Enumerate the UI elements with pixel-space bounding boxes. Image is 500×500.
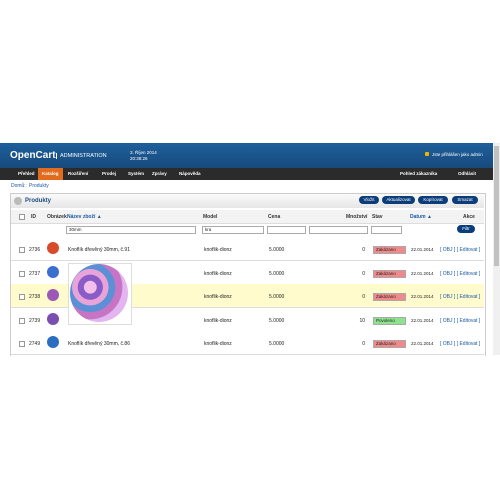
box-icon	[14, 197, 22, 205]
preview-image	[70, 264, 128, 322]
box-title: Produkty	[25, 198, 52, 204]
menu-item[interactable]: Odhlásit	[458, 171, 477, 176]
breadcrumb-sep: ::	[24, 183, 27, 189]
column-header: Obrázek	[47, 214, 67, 220]
checkbox[interactable]	[19, 247, 25, 253]
row-actions[interactable]: [ OBJ ] [ Editovat ]	[440, 341, 481, 347]
product-qty: 10	[359, 317, 365, 324]
menu-item[interactable]: Katalog	[38, 168, 63, 180]
product-price: 5.0000	[269, 294, 285, 300]
date: 3. Říjen 2014	[130, 150, 157, 155]
product-id: 2739	[29, 317, 41, 324]
checkbox[interactable]	[19, 294, 25, 300]
product-qty: 0	[362, 294, 365, 300]
menu-item[interactable]: Rozšíření	[68, 171, 89, 176]
menu-item[interactable]: Prodej	[102, 171, 117, 176]
product-price: 5.0000	[269, 270, 285, 277]
status-badge: Zakázano	[373, 340, 406, 348]
filter-button[interactable]: Filtr	[457, 225, 475, 233]
product-price: 5.0000	[269, 341, 285, 347]
breadcrumb-link[interactable]: Domů	[11, 183, 25, 189]
product-date: 22.01.2014	[411, 247, 434, 252]
product-qty: 0	[362, 247, 365, 253]
row-actions[interactable]: [ OBJ ] [ Editovat ]	[440, 247, 481, 253]
product-date: 22.01.2014	[411, 317, 434, 323]
header	[0, 143, 493, 168]
product-qty: 0	[362, 341, 365, 347]
product-model: knoflik-dionz	[204, 294, 232, 300]
product-date: 22.01.2014	[411, 270, 434, 276]
admin-label: ADMINISTRATION	[56, 153, 107, 159]
lock-icon	[425, 152, 429, 156]
row-actions[interactable]: [ OBJ ] [ Editovat ]	[440, 294, 481, 300]
filter-input[interactable]	[267, 226, 306, 234]
product-name: Knoflík dřevěný 30mm, č.86	[68, 341, 130, 347]
thumbnail	[47, 289, 59, 301]
status-badge: Zakázano	[373, 293, 406, 301]
product-date: 22.01.2014	[411, 341, 434, 346]
product-id: 2738	[29, 294, 41, 300]
column-header: Stav	[372, 214, 383, 220]
button[interactable]: Vložit	[359, 196, 379, 204]
product-id: 2736	[29, 247, 41, 253]
thumbnail	[47, 336, 59, 348]
filter-input[interactable]: 30mm	[66, 226, 196, 234]
product-price: 5.0000	[269, 247, 285, 253]
column-header: Cena	[268, 214, 281, 220]
product-qty: 0	[362, 270, 365, 277]
login-status: Jste přihlášen jako admin	[432, 152, 483, 157]
menu-item[interactable]: Zprávy	[152, 171, 167, 176]
checkbox[interactable]	[19, 270, 25, 277]
menu-item[interactable]: Přehled	[18, 171, 35, 176]
product-model: knoflik-dionz	[204, 270, 232, 277]
product-model: knoflik-dionz	[204, 247, 232, 253]
filter-select[interactable]	[371, 226, 402, 234]
row-actions[interactable]: [ OBJ ] [ Editovat ]	[440, 270, 481, 277]
breadcrumb-link[interactable]: Produkty	[29, 183, 49, 189]
product-name: Knoflík dřevěný 30mm, č.91	[68, 247, 130, 253]
filter-input[interactable]	[309, 226, 368, 234]
logo: OpenCart	[10, 150, 56, 161]
status-badge: Zakázano	[373, 269, 406, 278]
product-model: knoflik-dionz	[204, 341, 232, 347]
table-header-bg	[11, 210, 484, 224]
checkbox[interactable]	[19, 317, 25, 324]
menu-item[interactable]: Systém	[128, 171, 145, 176]
thumbnail	[47, 242, 59, 254]
button[interactable]: Smazat	[452, 196, 478, 204]
column-header: ID	[31, 214, 36, 220]
status-badge: Povoleno	[373, 316, 406, 325]
menu-bar	[0, 168, 493, 180]
thumbnail	[47, 265, 59, 278]
filter-input[interactable]: kra	[202, 226, 264, 234]
column-header: Množství	[346, 214, 368, 220]
button[interactable]: Kopírovat	[418, 196, 448, 204]
column-header: Model	[203, 214, 218, 220]
menu-item[interactable]: Pohled zákazníka	[400, 171, 438, 176]
row-actions[interactable]: [ OBJ ] [ Editovat ]	[440, 317, 481, 324]
column-header: Akce	[463, 214, 475, 220]
product-id: 2749	[29, 341, 41, 347]
time: 20:38:26	[130, 156, 148, 161]
menu-item[interactable]: Nápověda	[179, 171, 201, 176]
checkbox[interactable]	[19, 341, 25, 347]
product-price: 5.0000	[269, 317, 285, 324]
content-box	[10, 193, 486, 356]
checkbox[interactable]	[19, 214, 25, 220]
product-id: 2737	[29, 270, 41, 277]
thumbnail	[47, 312, 59, 325]
product-model: knoflik-dionz	[204, 317, 232, 324]
button[interactable]: Aktualizovat	[382, 196, 415, 204]
product-date: 22.01.2014	[411, 294, 434, 299]
status-badge: Zakázano	[373, 246, 406, 254]
column-header[interactable]: Název zboží ▲	[67, 214, 102, 220]
column-header[interactable]: Datum ▲	[410, 214, 432, 220]
scroll-thumb[interactable]	[494, 146, 499, 266]
